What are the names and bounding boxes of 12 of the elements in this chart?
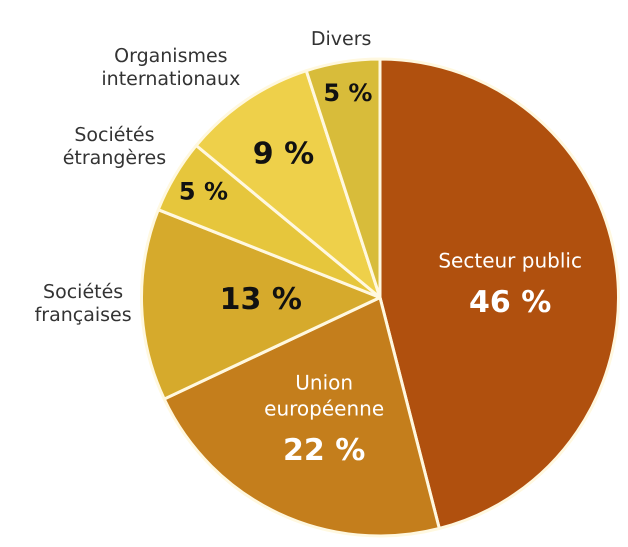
- data-label: 5 %: [323, 79, 372, 108]
- data-label: 13 %: [220, 282, 302, 318]
- data-label: 22 %: [283, 432, 366, 468]
- data-label: 5 %: [178, 177, 228, 206]
- data-label: 46 %: [469, 284, 552, 320]
- slice-label: Union européenne: [264, 370, 384, 420]
- slice-label: Secteur public: [438, 248, 582, 272]
- slice-label: Sociétés françaises: [34, 281, 132, 326]
- slice-label: Sociétés étrangères: [62, 124, 166, 169]
- slice-label: Divers: [310, 28, 372, 50]
- data-label: 9 %: [252, 136, 314, 172]
- slice-label: Organismes internationaux: [101, 44, 240, 90]
